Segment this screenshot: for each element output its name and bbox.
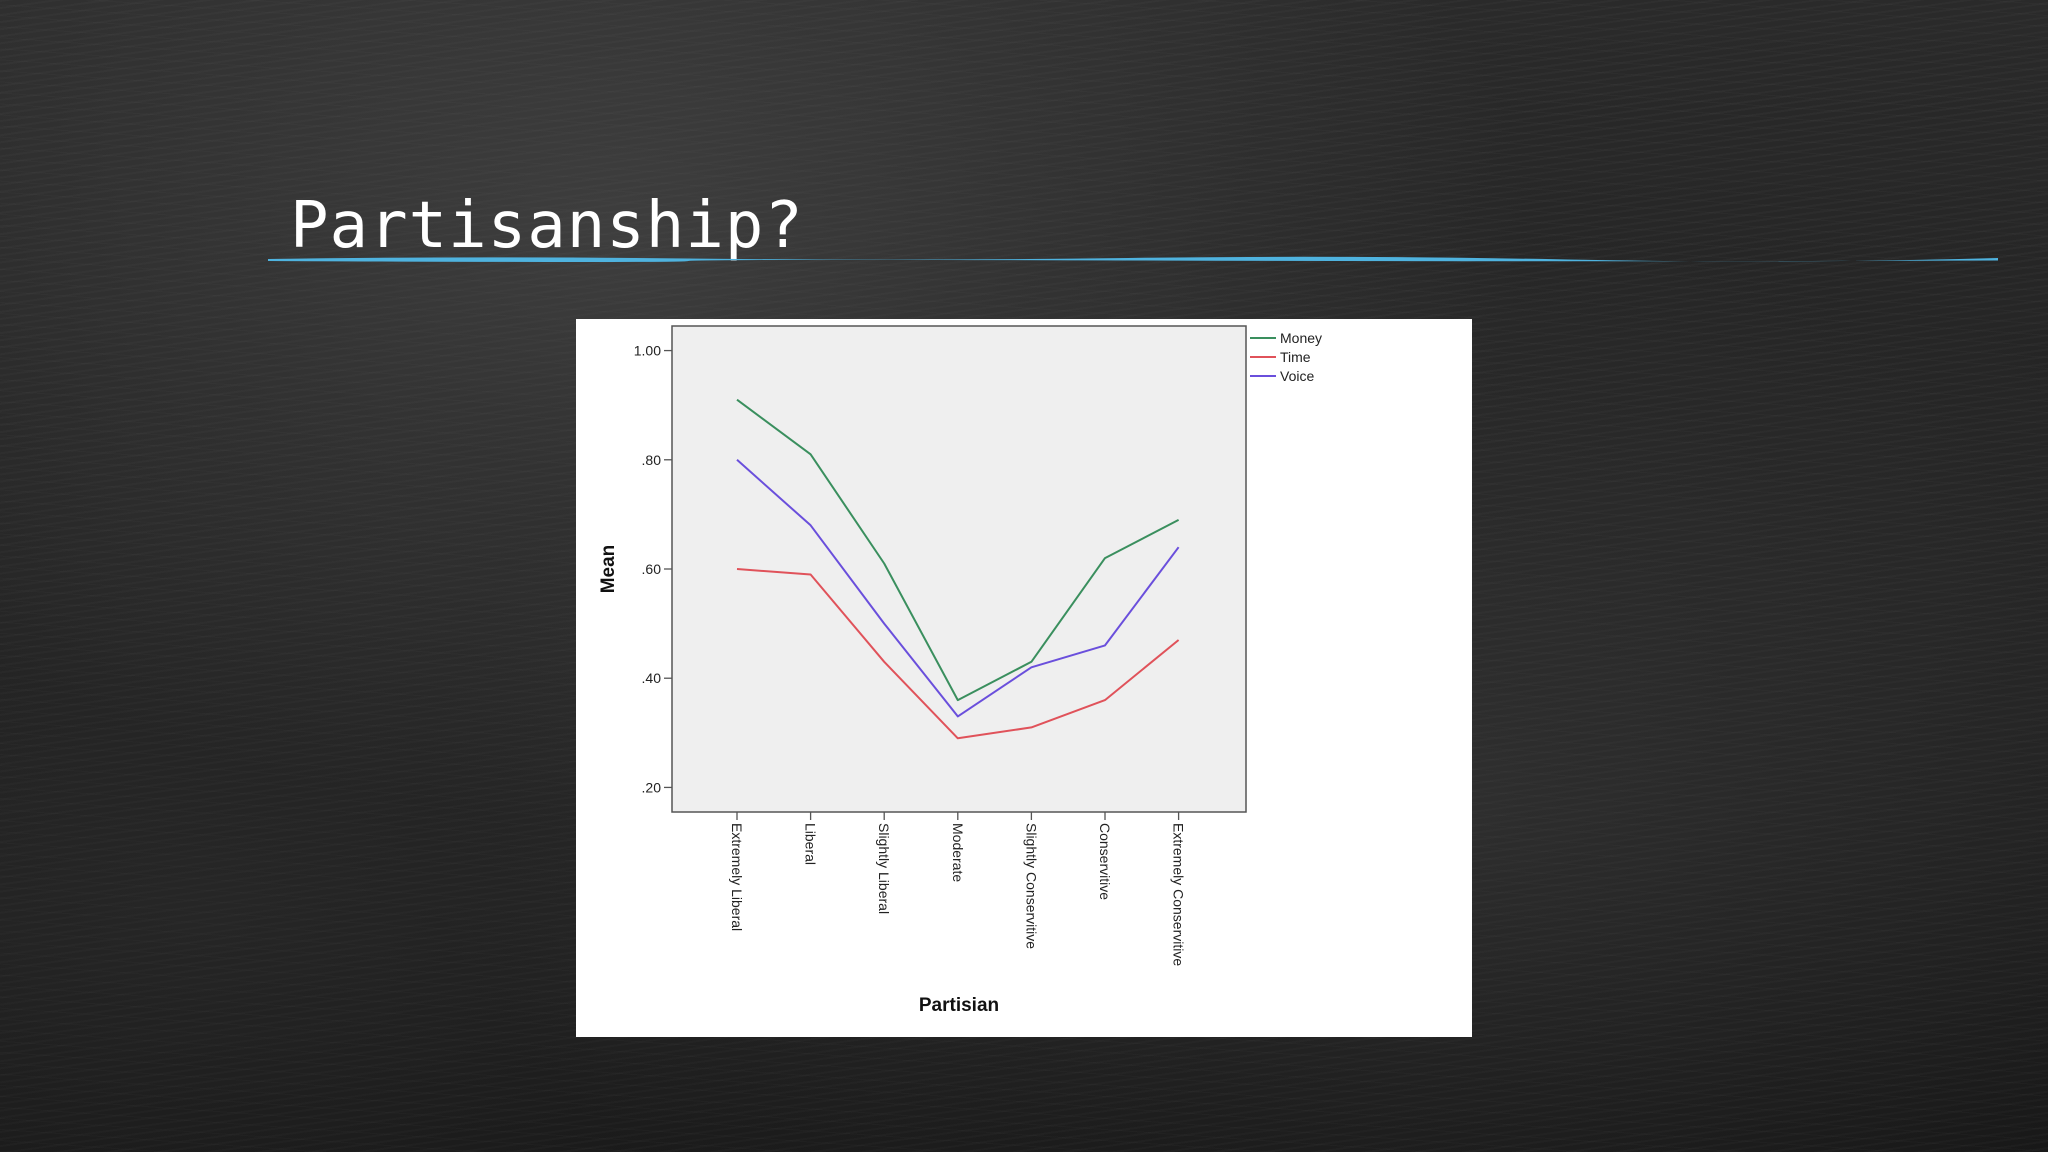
y-tick-label: .60 [642,561,662,577]
x-tick-label: Extremely Conservitive [1171,823,1187,966]
y-axis-title: Mean [598,545,619,594]
series-line-time [736,568,1180,740]
legend-label: Money [1280,330,1322,346]
y-tick-label: .40 [642,670,662,686]
y-axis: .20 .40 .60 .80 1.00 [634,343,672,795]
x-tick-label: Slightly Conservitive [1023,823,1039,949]
x-axis-title: Partisian [919,995,999,1016]
y-tick-label: .20 [642,779,662,795]
x-tick-label: Liberal [803,823,819,865]
legend-label: Voice [1280,368,1314,384]
series-lines [736,398,1180,740]
series-line-voice [736,459,1180,718]
slide-title: Partisanship? [290,189,804,263]
x-tick-label: Extremely Liberal [729,823,745,931]
series-line-money [736,398,1180,702]
x-tick-label: Slightly Liberal [876,823,892,914]
legend-label: Time [1280,349,1311,365]
x-tick-label: Conservitive [1097,823,1113,900]
line-chart: .20 .40 .60 .80 1.00 Extremely Liberal Libera… [598,325,1322,1016]
chart-panel: .20 .40 .60 .80 1.00 Extremely Liberal Libera… [576,319,1472,1037]
x-tick-label: Moderate [950,823,966,882]
y-tick-label: 1.00 [634,343,661,359]
x-axis: Extremely Liberal Liberal Slightly Liberal… [729,812,1187,966]
legend: Money Time Voice [1250,330,1322,384]
plot-area [671,325,1247,813]
y-tick-label: .80 [642,452,662,468]
title-underline [268,256,1998,262]
